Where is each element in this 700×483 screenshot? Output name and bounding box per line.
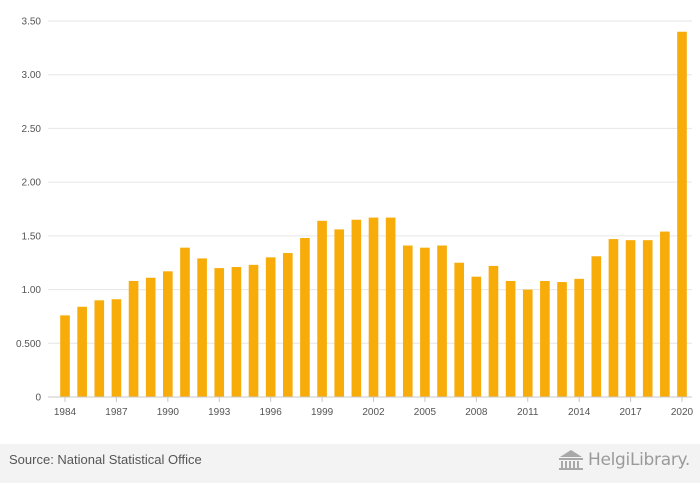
x-tick-label: 1993	[208, 407, 231, 418]
bar-1998[interactable]	[300, 238, 310, 397]
x-tick-label: 2014	[568, 407, 591, 418]
bar-2004[interactable]	[402, 245, 413, 397]
bar-2011[interactable]	[522, 289, 533, 397]
helgi-library-logo[interactable]: HelgiLibrary.	[558, 449, 690, 471]
bar-1987[interactable]	[111, 299, 122, 397]
bar-2002[interactable]	[368, 217, 379, 397]
bar-1996[interactable]	[265, 257, 276, 397]
source-text: Source: National Statistical Office	[9, 452, 202, 467]
x-tick-label: 1987	[105, 407, 128, 418]
bar-1989[interactable]	[145, 277, 156, 397]
x-tick-label: 2011	[517, 407, 539, 418]
chart-footer: Source: National Statistical Office Helg…	[0, 444, 700, 483]
bar-2016[interactable]	[608, 239, 619, 397]
bar-2014[interactable]	[574, 278, 584, 397]
bar-2005[interactable]	[420, 247, 430, 397]
y-tick-label: 0.500	[16, 339, 41, 350]
bar-1991[interactable]	[180, 247, 190, 397]
library-building-icon	[558, 450, 583, 470]
bar-2008[interactable]	[471, 276, 482, 397]
x-tick-label: 1984	[54, 407, 77, 418]
bar-2012[interactable]	[540, 280, 550, 397]
bar-1988[interactable]	[128, 280, 139, 397]
y-tick-label: 0	[35, 393, 41, 404]
x-tick-label: 2020	[671, 407, 694, 418]
bar-1997[interactable]	[282, 253, 293, 397]
bar-2006[interactable]	[437, 245, 447, 397]
y-tick-label: 3.50	[22, 17, 42, 28]
x-axis-ticks: 1984 1987 1990 1993 1996 1999 2002 2005 2008 2011…	[54, 397, 694, 418]
bars	[60, 31, 687, 397]
y-tick-label: 2.00	[22, 178, 42, 189]
y-axis-labels: 0 0.500 1.00 1.50 2.00 2.50 3.00 3.50	[16, 17, 41, 404]
bar-1992[interactable]	[197, 258, 207, 397]
x-tick-label: 1996	[260, 407, 283, 418]
bar-1984[interactable]	[60, 315, 70, 397]
bar-1993[interactable]	[214, 268, 225, 397]
y-tick-label: 2.50	[22, 124, 42, 135]
bar-1985[interactable]	[77, 306, 87, 397]
bar-2010[interactable]	[505, 280, 516, 397]
bar-2020[interactable]	[677, 31, 687, 397]
bar-1990[interactable]	[163, 271, 173, 397]
bar-2018[interactable]	[642, 240, 653, 397]
bar-1986[interactable]	[94, 300, 105, 397]
bar-2001[interactable]	[351, 219, 362, 397]
y-tick-label: 1.00	[22, 285, 42, 296]
bar-2000[interactable]	[334, 229, 345, 397]
bar-2013[interactable]	[557, 282, 567, 397]
bar-2017[interactable]	[625, 240, 636, 397]
y-tick-label: 3.00	[22, 70, 42, 81]
x-tick-label: 2008	[465, 407, 488, 418]
bar-1995[interactable]	[248, 264, 259, 397]
x-tick-label: 2017	[619, 407, 642, 418]
bar-2003[interactable]	[385, 217, 396, 397]
bar-2019[interactable]	[660, 231, 670, 397]
bar-1994[interactable]	[231, 267, 242, 397]
x-tick-label: 2002	[362, 407, 385, 418]
y-tick-label: 1.50	[22, 231, 42, 242]
x-tick-label: 1990	[157, 407, 180, 418]
logo-text: HelgiLibrary.	[587, 450, 690, 470]
x-tick-label: 2005	[414, 407, 437, 418]
bar-2009[interactable]	[488, 265, 499, 397]
bar-2007[interactable]	[454, 262, 465, 397]
x-tick-label: 1999	[311, 407, 334, 418]
bar-1999[interactable]	[317, 220, 327, 397]
bar-2015[interactable]	[591, 256, 602, 397]
